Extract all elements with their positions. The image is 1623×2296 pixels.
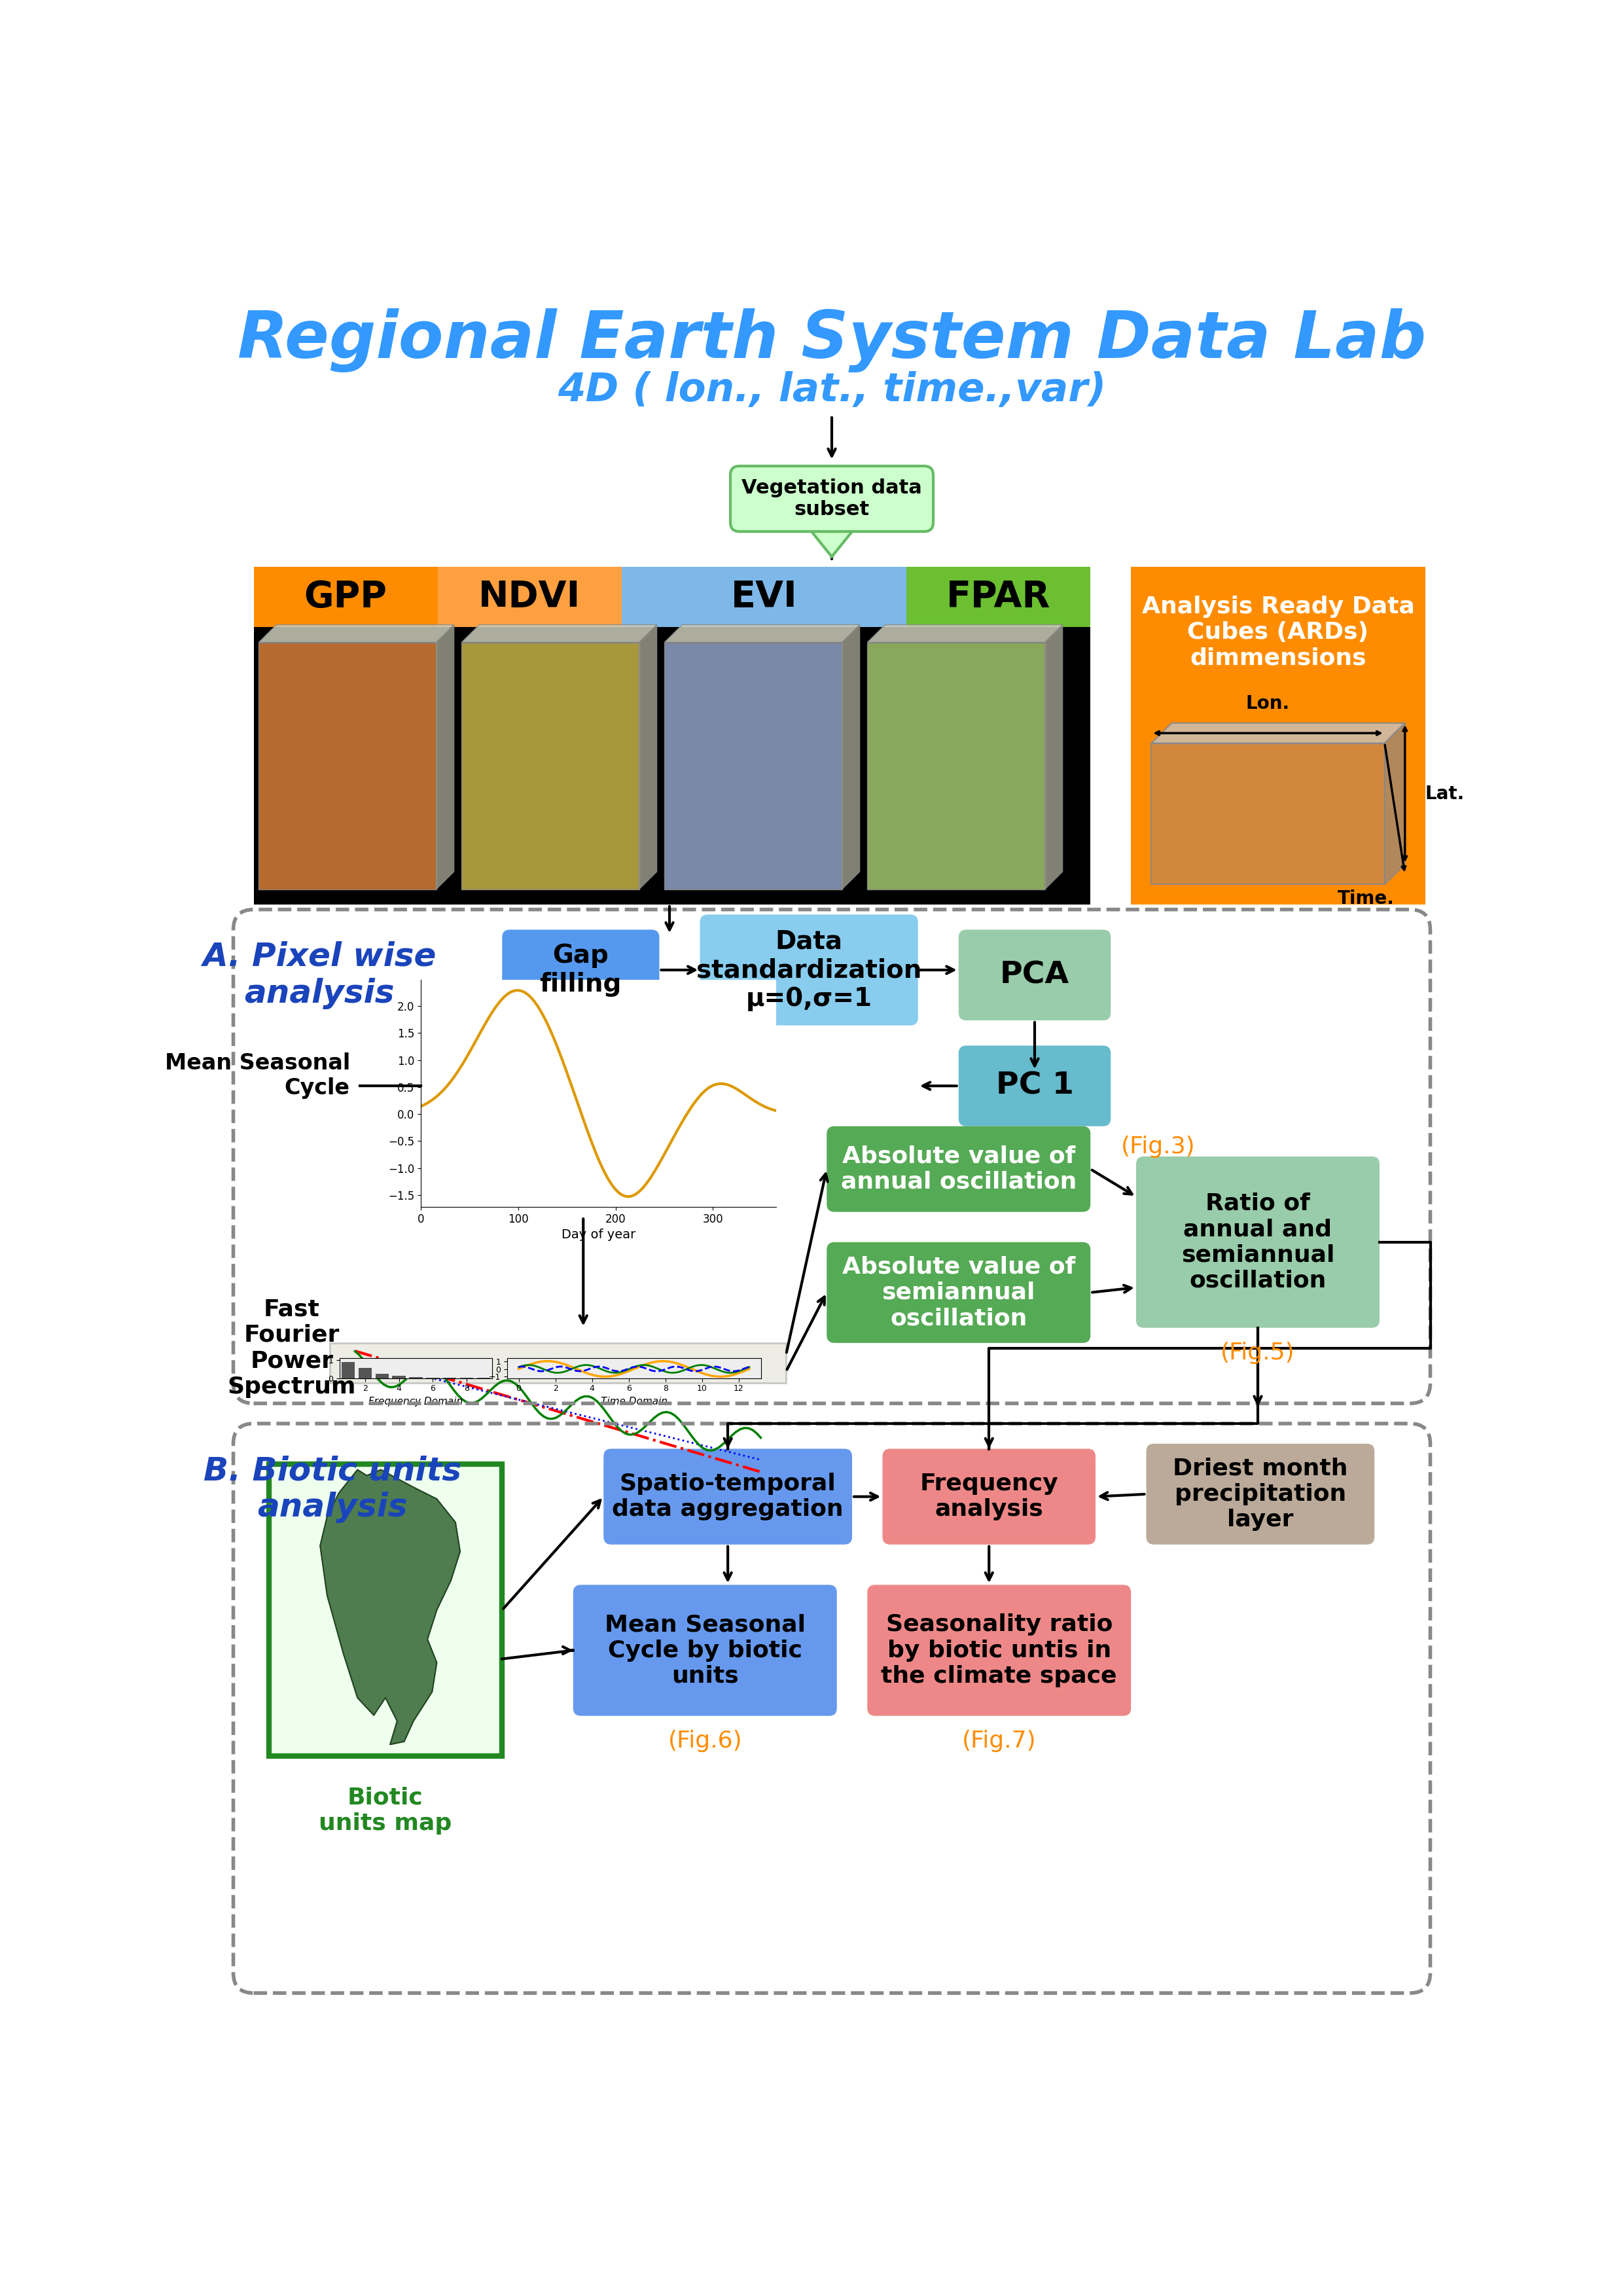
Text: Fast
Fourier
Power
Spectrum: Fast Fourier Power Spectrum [227,1297,355,1398]
FancyBboxPatch shape [867,1584,1131,1715]
FancyBboxPatch shape [959,930,1110,1019]
Bar [329,1343,786,1382]
Text: EVI: EVI [730,579,797,615]
Polygon shape [258,625,454,643]
Bar [1131,567,1425,905]
Text: Regional Earth System Data Lab: Regional Earth System Data Lab [237,308,1427,372]
FancyBboxPatch shape [883,1449,1096,1545]
Text: PCA: PCA [1000,960,1070,990]
Polygon shape [867,625,1063,643]
Bar [253,567,1091,905]
Bar [664,643,842,889]
Bar [1151,744,1384,884]
Polygon shape [812,533,852,556]
Text: Data
standardization
μ=0,σ=1: Data standardization μ=0,σ=1 [696,930,922,1010]
Text: Spatio-temporal
data aggregation: Spatio-temporal data aggregation [612,1472,844,1520]
Text: Mean Seasonal
Cycle: Mean Seasonal Cycle [164,1052,351,1100]
Text: 4D ( lon., lat., time.,var): 4D ( lon., lat., time.,var) [557,372,1107,409]
FancyBboxPatch shape [604,1449,852,1545]
Bar [622,567,906,627]
FancyBboxPatch shape [826,1242,1091,1343]
Text: (Fig.3): (Fig.3) [1121,1134,1195,1157]
Text: Lon.: Lon. [1246,696,1290,714]
Text: PC 1: PC 1 [997,1072,1073,1100]
Polygon shape [842,625,860,889]
Text: Seasonality ratio
by biotic untis in
the climate space: Seasonality ratio by biotic untis in the… [881,1614,1117,1688]
Text: A. Pixel wise
analysis: A. Pixel wise analysis [203,941,437,1008]
Polygon shape [437,625,454,889]
Text: (Fig.6): (Fig.6) [667,1729,742,1752]
Text: Mean Seasonal
Cycle by biotic
units: Mean Seasonal Cycle by biotic units [604,1614,805,1688]
FancyBboxPatch shape [502,930,659,1010]
Polygon shape [639,625,657,889]
Text: Absolute value of
semiannual
oscillation: Absolute value of semiannual oscillation [842,1256,1074,1329]
Text: Lat.: Lat. [1425,785,1464,804]
Bar [867,643,1045,889]
Bar [269,1465,502,1756]
FancyBboxPatch shape [1136,1157,1380,1327]
Bar [461,643,639,889]
Text: FPAR: FPAR [946,579,1050,615]
FancyBboxPatch shape [1146,1444,1375,1545]
Text: NDVI: NDVI [479,579,581,615]
FancyBboxPatch shape [826,1127,1091,1212]
FancyBboxPatch shape [573,1584,837,1715]
Text: (Fig.5): (Fig.5) [1220,1341,1295,1364]
Bar [438,567,622,627]
FancyBboxPatch shape [959,1045,1110,1127]
Polygon shape [1045,625,1063,889]
Text: Analysis Ready Data
Cubes (ARDs)
dimmensions: Analysis Ready Data Cubes (ARDs) dimmens… [1141,595,1415,668]
Text: Driest month
precipitation
layer: Driest month precipitation layer [1173,1458,1347,1531]
Text: Frequency
analysis: Frequency analysis [920,1472,1058,1520]
Text: GPP: GPP [304,579,388,615]
Text: (Fig.7): (Fig.7) [962,1729,1037,1752]
Polygon shape [664,625,860,643]
Text: Vegetation data
subset: Vegetation data subset [742,478,922,519]
Text: Time.: Time. [1337,889,1394,907]
Polygon shape [1384,723,1406,884]
Polygon shape [461,625,657,643]
Bar [906,567,1091,627]
Bar [258,643,437,889]
Text: B. Biotic units
analysis: B. Biotic units analysis [203,1456,461,1522]
Text: Ratio of
annual and
semiannual
oscillation: Ratio of annual and semiannual oscillati… [1182,1192,1334,1293]
Text: Biotic
units map: Biotic units map [320,1786,451,1835]
FancyBboxPatch shape [730,466,933,533]
FancyBboxPatch shape [700,914,919,1026]
Text: Absolute value of
annual oscillation: Absolute value of annual oscillation [841,1146,1076,1194]
Bar [253,567,438,627]
Text: Gap
filling: Gap filling [540,944,622,996]
Polygon shape [1151,723,1406,744]
